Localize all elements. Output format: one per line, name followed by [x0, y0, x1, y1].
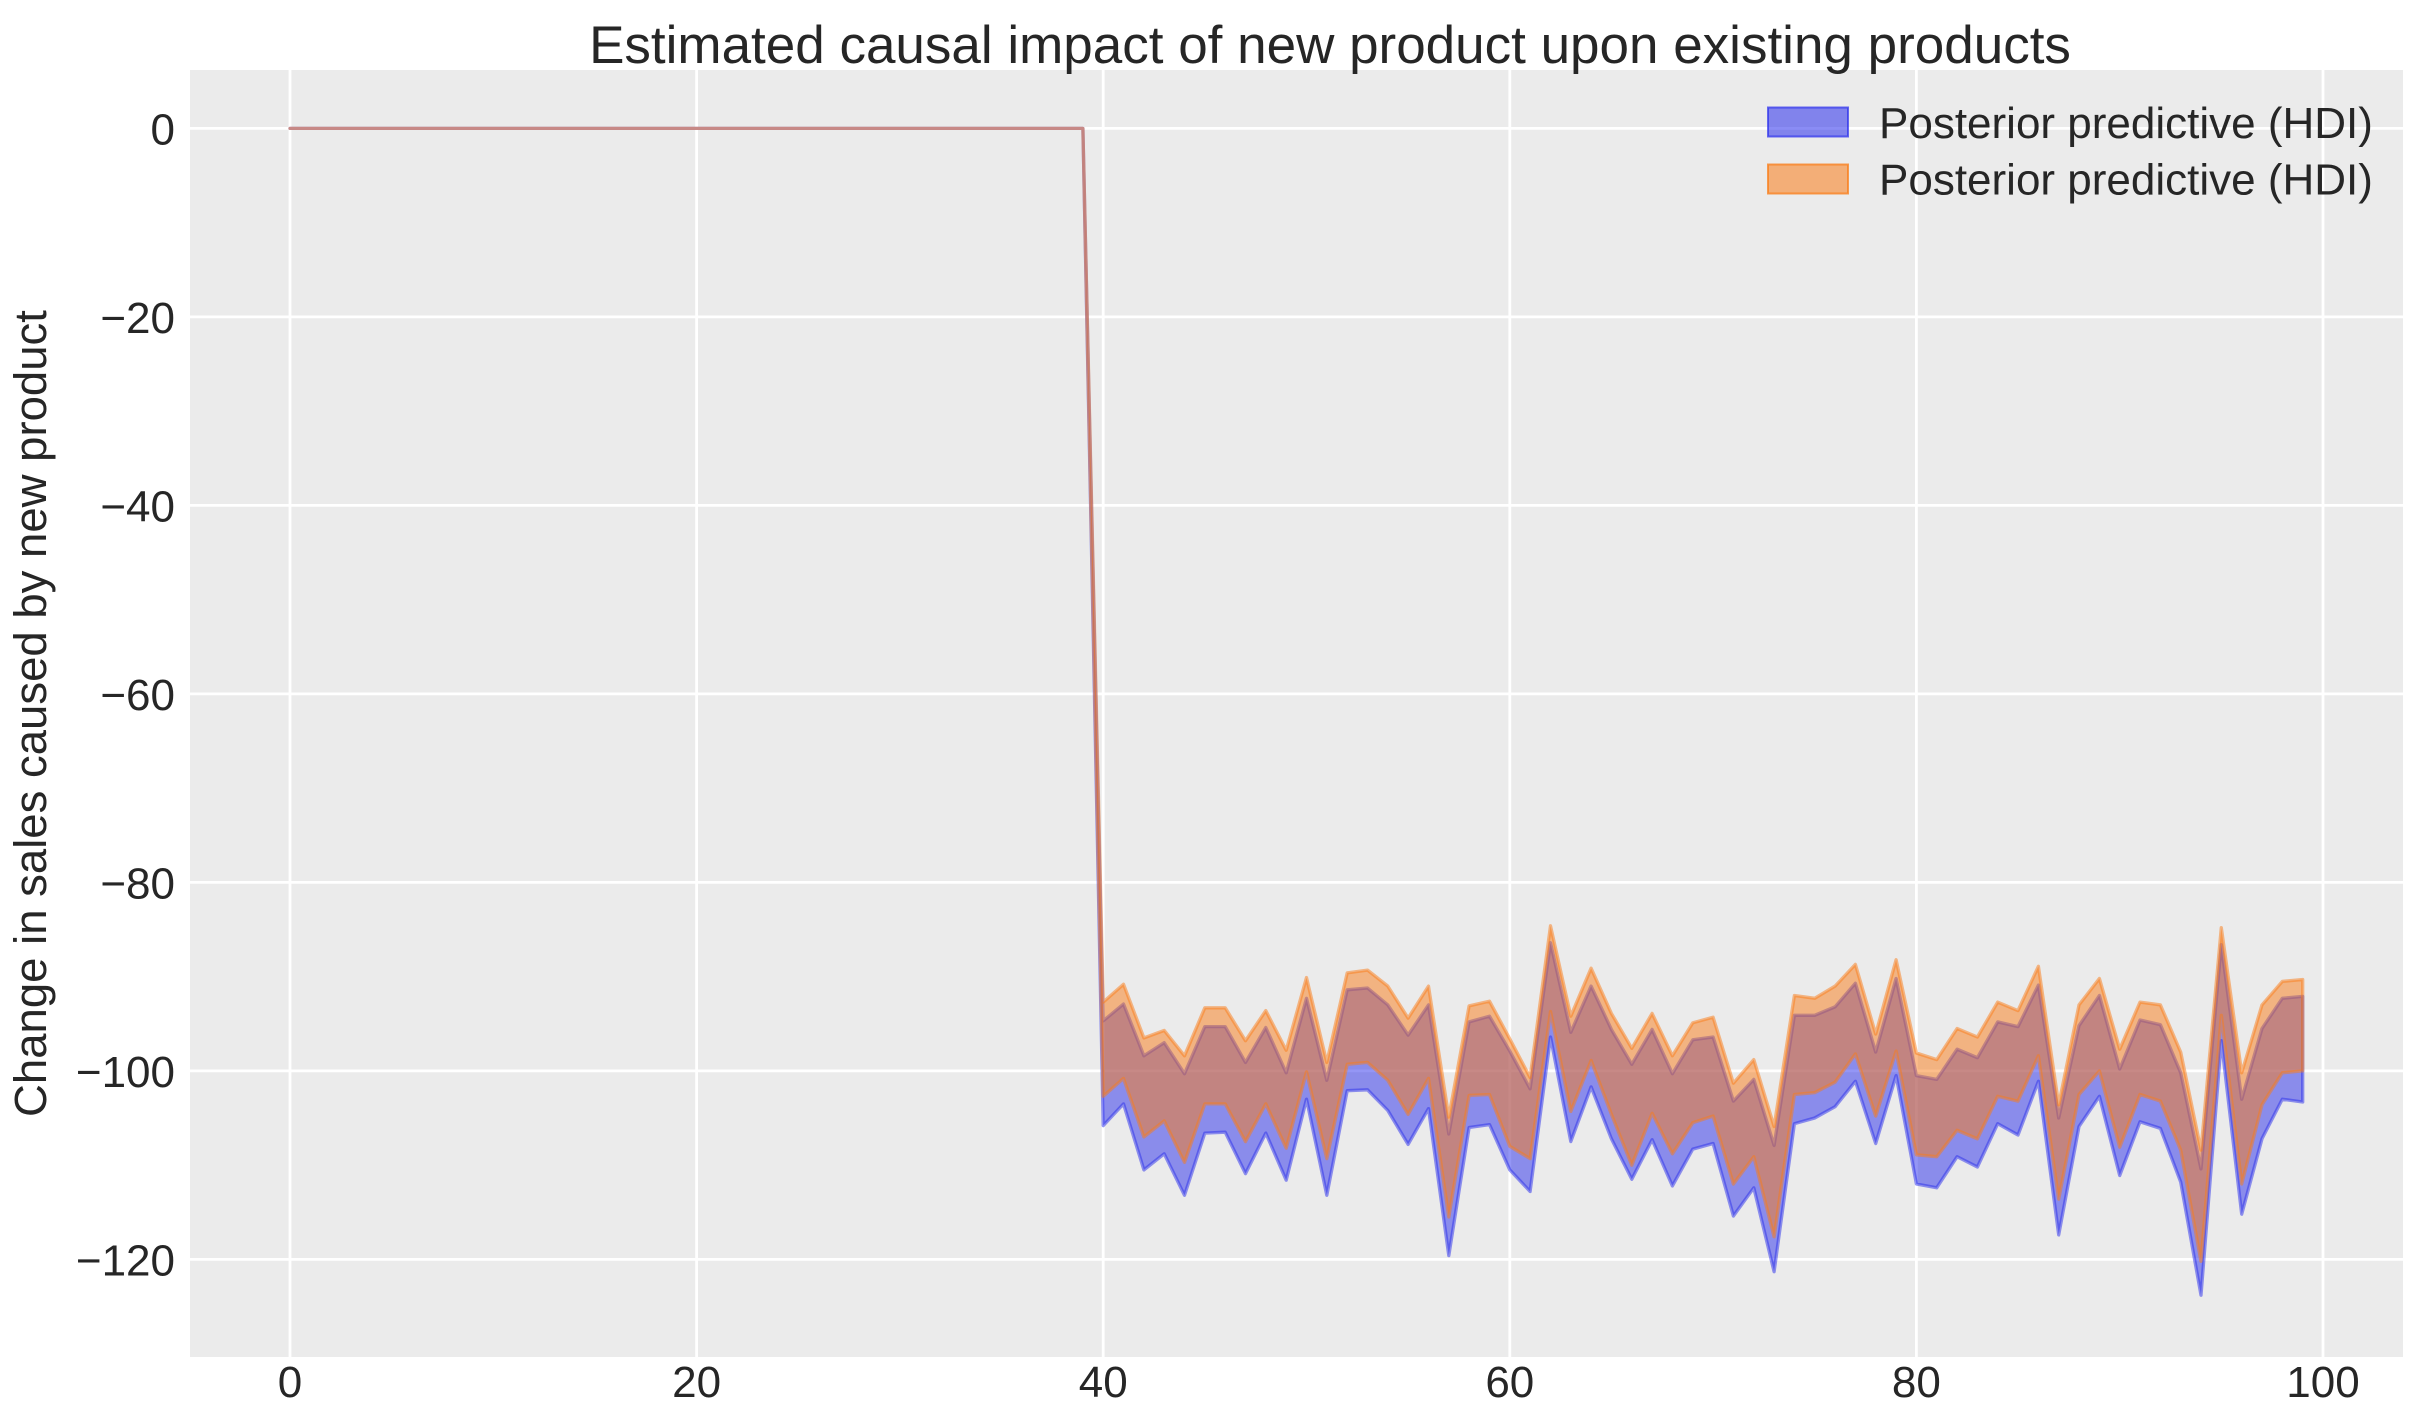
svg-text:−80: −80 [100, 859, 175, 908]
svg-text:Posterior predictive (HDI): Posterior predictive (HDI) [1879, 156, 2373, 205]
svg-text:80: 80 [1892, 1358, 1941, 1407]
svg-text:−60: −60 [100, 671, 175, 720]
svg-text:−40: −40 [100, 482, 175, 531]
svg-text:−120: −120 [76, 1236, 175, 1285]
svg-text:Estimated causal impact of new: Estimated causal impact of new product u… [589, 16, 2071, 75]
svg-text:Change in sales caused by new: Change in sales caused by new product [5, 310, 56, 1117]
svg-text:−100: −100 [76, 1048, 175, 1097]
svg-text:−20: −20 [100, 294, 175, 343]
svg-text:60: 60 [1485, 1358, 1534, 1407]
svg-text:100: 100 [2286, 1358, 2359, 1407]
svg-text:0: 0 [278, 1358, 302, 1407]
svg-text:20: 20 [672, 1358, 721, 1407]
svg-text:0: 0 [151, 105, 175, 154]
svg-text:40: 40 [1079, 1358, 1128, 1407]
svg-text:Posterior predictive (HDI): Posterior predictive (HDI) [1879, 99, 2373, 148]
